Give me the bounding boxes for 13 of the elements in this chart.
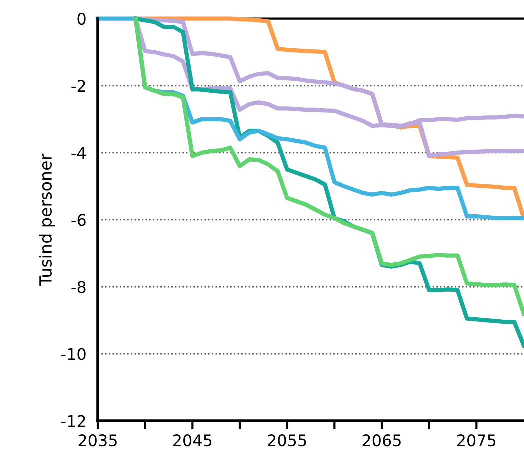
y-tick-label: -10 [62,348,86,360]
y-tick-label: -2 [72,80,86,92]
x-tick-label: 2065 [362,434,401,447]
y-tick-label: -6 [72,214,86,226]
y-tick-label: -4 [72,147,86,159]
x-tick-label: 2045 [174,434,212,447]
y-tick-label: -8 [72,281,86,294]
x-tick-label: 2055 [268,434,306,447]
y-axis-title: Tusind personer [39,154,56,286]
x-tick-label: 2035 [78,434,117,447]
x-tick-label: 2075 [458,434,496,447]
y-tick-label: 0 [78,13,86,26]
y-tick-label: -12 [62,415,86,428]
